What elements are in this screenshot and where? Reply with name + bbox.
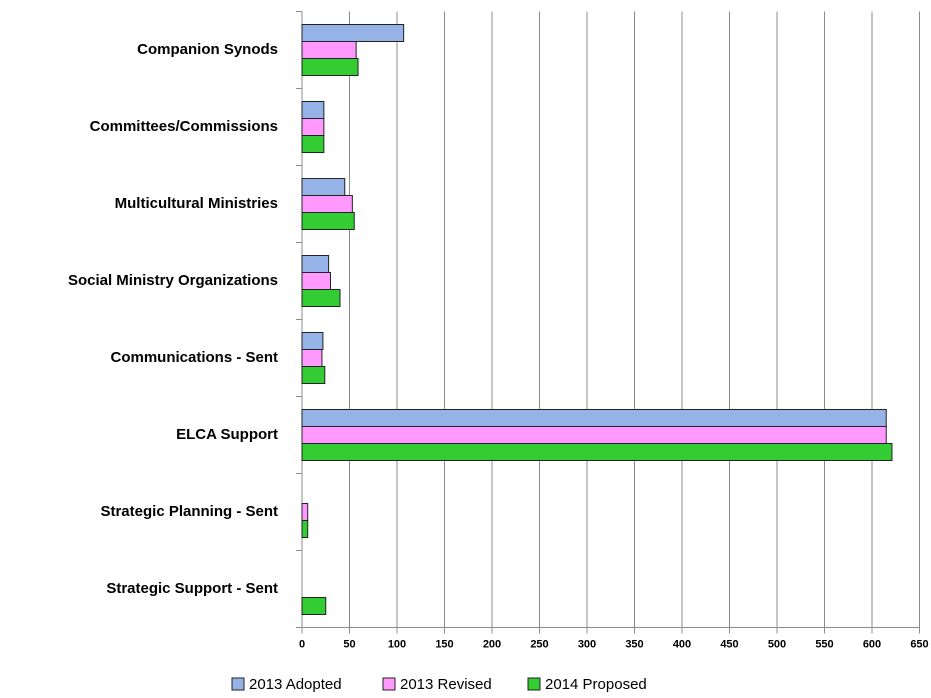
bar — [301, 349, 323, 367]
x-tick-label: 600 — [863, 638, 881, 650]
bar — [301, 426, 887, 444]
legend-swatch — [527, 677, 541, 691]
x-tick-label: 0 — [299, 638, 305, 650]
bar — [301, 255, 330, 273]
bar — [301, 41, 357, 59]
x-tick-label: 150 — [435, 638, 453, 650]
x-tick-label: 350 — [625, 638, 643, 650]
legend-swatch — [382, 677, 396, 691]
bar — [301, 135, 325, 153]
bar — [301, 366, 326, 384]
x-tick-label: 550 — [815, 638, 833, 650]
legend-swatch — [231, 677, 245, 691]
y-tick-label: Committees/Commissions — [90, 118, 278, 135]
y-tick-label: Communications - Sent — [110, 349, 278, 366]
bar — [301, 597, 327, 615]
x-tick-label: 400 — [673, 638, 691, 650]
x-tick-label: 100 — [388, 638, 406, 650]
y-tick-label: Multicultural Ministries — [115, 195, 278, 212]
x-tick-label: 450 — [720, 638, 738, 650]
bar — [301, 332, 324, 350]
bar — [301, 24, 405, 42]
y-tick-label: ELCA Support — [176, 426, 278, 443]
bar — [301, 58, 359, 76]
y-tick-label: Companion Synods — [137, 41, 278, 58]
x-tick-label: 250 — [530, 638, 548, 650]
bar — [301, 503, 309, 521]
bar — [301, 212, 355, 230]
x-tick-label: 200 — [483, 638, 501, 650]
x-tick-label: 500 — [768, 638, 786, 650]
legend-label: 2013 Adopted — [249, 676, 342, 693]
x-tick-label: 50 — [343, 638, 355, 650]
bar — [301, 443, 893, 461]
bar — [301, 118, 325, 136]
y-tick-label: Social Ministry Organizations — [68, 272, 278, 289]
bar — [301, 178, 346, 196]
y-tick-label: Strategic Planning - Sent — [100, 503, 278, 520]
bar — [301, 195, 353, 213]
bar — [301, 409, 887, 427]
bar — [301, 520, 309, 538]
x-tick-label: 650 — [910, 638, 928, 650]
x-tick-label: 300 — [578, 638, 596, 650]
y-tick-label: Strategic Support - Sent — [106, 580, 278, 597]
legend-label: 2014 Proposed — [545, 676, 647, 693]
bar — [301, 272, 331, 290]
bar — [301, 101, 325, 119]
bar — [301, 289, 341, 307]
legend-label: 2013 Revised — [400, 676, 492, 693]
